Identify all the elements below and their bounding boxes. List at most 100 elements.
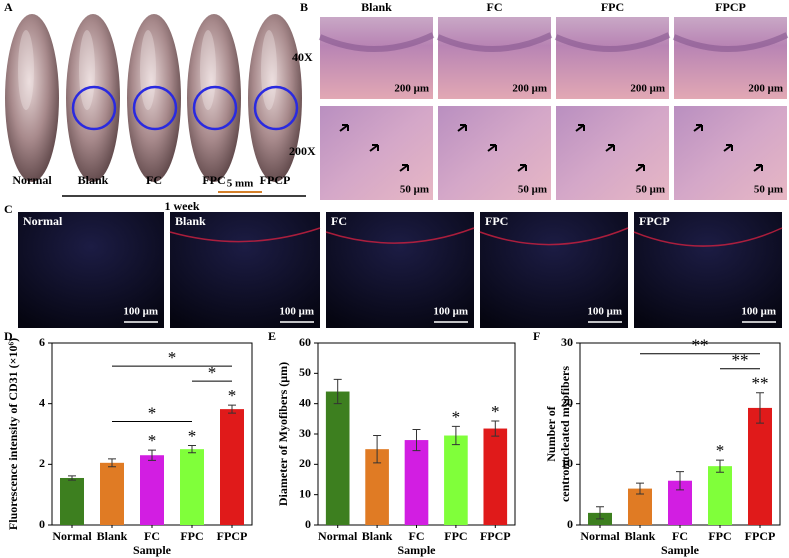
error-bar xyxy=(756,392,764,424)
bar-chart: E 0 10 20 30 40 50 60 Diameter of Myofibers (μm)… xyxy=(268,329,516,557)
x-tick-label: FPCP xyxy=(745,529,776,543)
scale-label: 50 μm xyxy=(518,184,547,196)
panel-letter: A xyxy=(4,0,13,14)
x-tick-label: Blank xyxy=(625,529,656,543)
vessel-signal xyxy=(633,227,783,247)
error-bar xyxy=(68,475,76,481)
error-bar xyxy=(451,425,460,446)
error-bar xyxy=(228,404,236,414)
fluorescence-image xyxy=(480,212,628,328)
significance-mark: * xyxy=(716,441,725,460)
sample-label: FC xyxy=(331,214,347,228)
scale-label: 100 μm xyxy=(123,306,158,318)
tissue-fold xyxy=(318,32,435,52)
scale-label: 200 μm xyxy=(512,83,547,95)
y-axis-label: Fluorescence intensity of CD31 (×10⁶) xyxy=(6,338,20,530)
bar xyxy=(628,488,652,525)
arrow xyxy=(575,124,585,132)
significance-mark: * xyxy=(228,386,237,405)
y-tick-label: 4 xyxy=(39,395,45,409)
bar xyxy=(404,440,429,525)
sample-label: Normal xyxy=(12,173,52,187)
y-tick-label: 30 xyxy=(299,426,311,440)
vessel-signal xyxy=(479,227,629,246)
x-tick-label: FC xyxy=(144,529,160,543)
y-tick-label: 10 xyxy=(561,456,573,470)
x-tick-label: FPC xyxy=(708,529,731,543)
bar-chart: D 0 2 4 6 Fluorescence intensity of CD31 (×10… xyxy=(4,329,253,557)
error-bar xyxy=(108,458,116,468)
error-bar xyxy=(596,506,604,520)
bar xyxy=(748,407,772,525)
y-tick-label: 2 xyxy=(39,456,45,470)
tissue-photo xyxy=(127,14,181,182)
arrow xyxy=(457,124,467,132)
sample-label: FPCP xyxy=(639,214,670,228)
error-bar xyxy=(148,449,156,461)
comparison-label: ** xyxy=(732,351,749,370)
tissue-fold xyxy=(672,32,789,52)
y-tick-label: 20 xyxy=(561,395,573,409)
sample-label: Blank xyxy=(175,214,206,228)
tissue-photo xyxy=(187,14,241,182)
tissue-highlight xyxy=(79,30,95,110)
arrow xyxy=(339,124,349,132)
y-tick-label: 6 xyxy=(39,335,45,349)
x-axis-label: Sample xyxy=(397,543,436,557)
histology-image xyxy=(438,17,551,99)
scale-label: 200 μm xyxy=(394,83,429,95)
panel-letter: D xyxy=(4,329,13,343)
y-tick-label: 30 xyxy=(561,335,573,349)
y-axis-label: Diameter of Myofibers (μm) xyxy=(276,362,290,506)
column-label: FPCP xyxy=(715,0,746,14)
error-bar xyxy=(676,471,684,491)
error-bar xyxy=(412,428,421,452)
scale-label: 5 mm xyxy=(227,178,254,190)
comparison-label: * xyxy=(208,363,217,382)
scale-label: 100 μm xyxy=(741,306,776,318)
sample-label: FPC xyxy=(485,214,508,228)
histology-image xyxy=(320,17,433,99)
sample-label: Normal xyxy=(23,214,63,228)
y-tick-label: 0 xyxy=(39,517,45,531)
y-tick-label: 50 xyxy=(299,365,311,379)
scale-label: 50 μm xyxy=(636,184,665,196)
tissue-highlight xyxy=(200,30,216,110)
panel-letter: C xyxy=(4,202,13,216)
scale-label: 100 μm xyxy=(587,306,622,318)
histology-image xyxy=(320,106,433,200)
fluorescence-image xyxy=(18,212,164,328)
bar xyxy=(100,462,124,525)
tissue-fold xyxy=(554,32,671,52)
vessel-signal xyxy=(325,227,475,244)
y-tick-label: 0 xyxy=(305,517,311,531)
arrow xyxy=(399,164,409,172)
tissue-photo xyxy=(248,14,302,182)
tissue-fold xyxy=(436,32,553,52)
scale-label: 50 μm xyxy=(754,184,783,196)
bar xyxy=(140,455,164,525)
y-tick-label: 60 xyxy=(299,335,311,349)
histology-image xyxy=(674,106,787,200)
x-axis-label: Sample xyxy=(133,543,172,557)
y-axis-label: Number of xyxy=(544,405,558,461)
column-label: FC xyxy=(487,0,503,14)
column-label: Blank xyxy=(361,0,392,14)
tissue-photo xyxy=(5,14,59,182)
tissue-highlight xyxy=(140,30,156,110)
arrow xyxy=(693,124,703,132)
scale-label: 200 μm xyxy=(748,83,783,95)
y-axis-label: centronucleated myofibers xyxy=(558,366,572,502)
x-tick-label: FC xyxy=(672,529,688,543)
x-axis-label: Sample xyxy=(661,543,700,557)
error-bar xyxy=(636,482,644,495)
error-bar xyxy=(333,378,342,405)
bar xyxy=(325,391,350,525)
x-tick-label: Blank xyxy=(97,529,128,543)
tissue-photo xyxy=(66,14,120,182)
sample-label: FPC xyxy=(202,173,225,187)
x-tick-label: FPC xyxy=(444,529,467,543)
fluorescence-image xyxy=(170,212,320,328)
tissue-highlight xyxy=(18,30,34,110)
